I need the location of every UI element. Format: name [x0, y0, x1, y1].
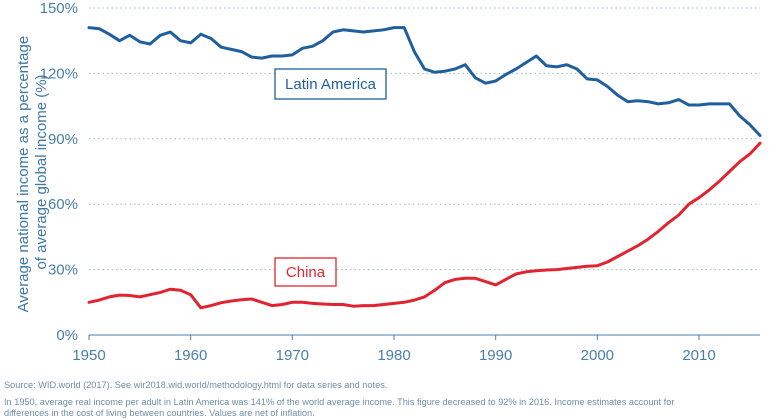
source-note: Source: WID.world (2017). See wir2018.wi… [4, 380, 388, 390]
y-axis-ticks: 0% 30% 60% 90% 120% 150% [40, 0, 78, 344]
x-tick-label: 1950 [72, 347, 105, 364]
x-tick-label: 1960 [174, 347, 207, 364]
y-tick-label: 30% [48, 262, 78, 279]
chart-notes: Source: WID.world (2017). See wir2018.wi… [4, 380, 770, 419]
series-line-latin-america [87, 26, 762, 137]
y-tick-label: 0% [56, 327, 78, 344]
y-axis-label-line-2: of average global income (%) [33, 74, 50, 269]
x-tick-label: 1980 [377, 347, 410, 364]
x-tick-label: 2010 [682, 347, 715, 364]
latin-america-label: Latin America [285, 76, 377, 93]
y-tick-label: 150% [40, 0, 78, 17]
y-tick-label: 120% [40, 65, 78, 82]
y-tick-label: 90% [48, 131, 78, 148]
y-axis-label: Average national income as a percentage … [15, 32, 50, 313]
x-tick-label: 2000 [581, 347, 614, 364]
grid-lines [89, 7, 760, 271]
series-line-china [87, 141, 762, 310]
y-tick-label: 60% [48, 196, 78, 213]
description-line-2: differences in the cost of living betwee… [4, 408, 315, 418]
x-axis-ticks: 1950 1960 1970 1980 1990 2000 2010 [72, 335, 716, 364]
china-label-box [274, 257, 337, 287]
series-lines [87, 26, 762, 310]
description-line-1: In 1950, average real income per adult i… [4, 397, 675, 407]
latin-america-label-box [274, 68, 387, 100]
x-tick-label: 1970 [276, 347, 309, 364]
china-label: China [286, 264, 326, 281]
line-chart: 0% 30% 60% 90% 120% 150% 1950 1960 1970 1980 1990… [15, 0, 762, 364]
x-tick-label: 1990 [479, 347, 512, 364]
y-axis-label-line-1: Average national income as a percentage [15, 36, 32, 313]
